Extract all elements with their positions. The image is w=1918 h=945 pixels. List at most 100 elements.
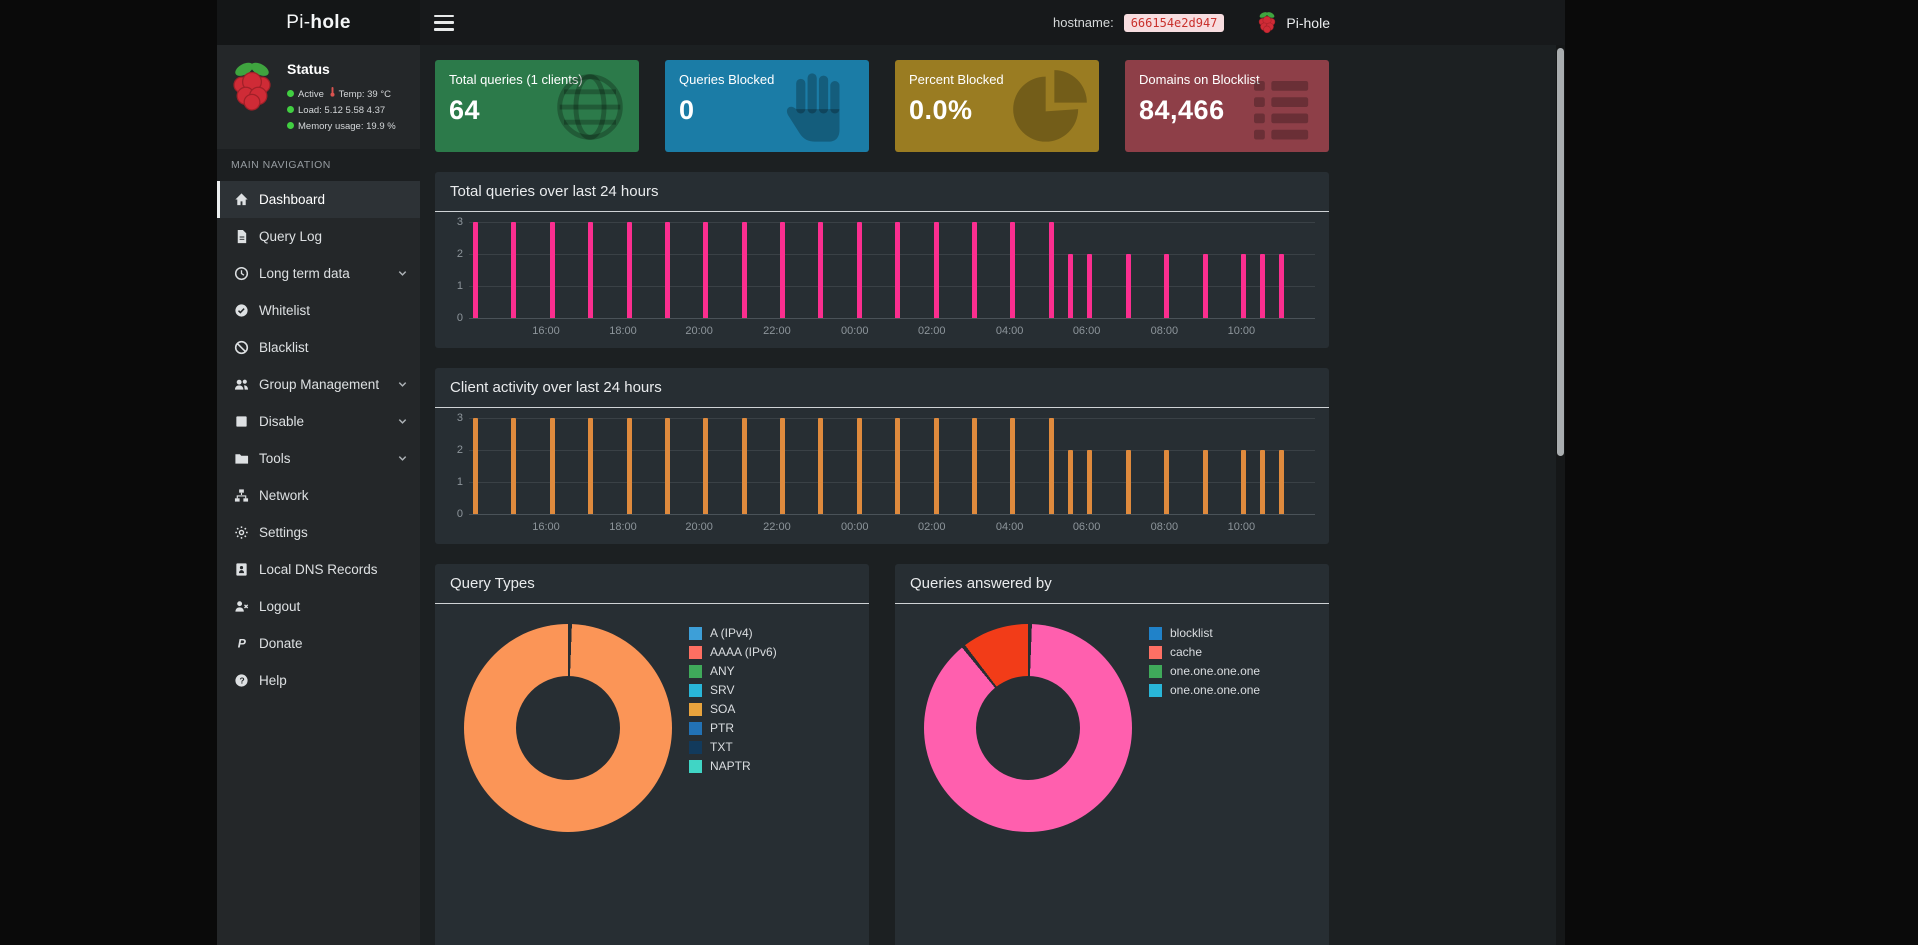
y-tick-label: 0 bbox=[456, 312, 463, 324]
legend-item[interactable]: NAPTR bbox=[689, 759, 857, 773]
paypal-icon: P bbox=[234, 636, 249, 651]
x-tick-label: 22:00 bbox=[763, 325, 791, 337]
sidebar-item-whitelist[interactable]: Whitelist bbox=[217, 292, 420, 329]
status-ok-icon bbox=[287, 105, 294, 113]
legend-item[interactable]: one.one.one.one bbox=[1149, 683, 1317, 697]
card-percent-blocked[interactable]: Percent Blocked 0.0% bbox=[895, 60, 1099, 152]
hostname-label: hostname: bbox=[1053, 15, 1114, 30]
bar bbox=[550, 222, 556, 318]
legend-label: NAPTR bbox=[710, 759, 751, 773]
chevron-down-icon bbox=[398, 456, 407, 462]
sidebar-toggle-icon[interactable] bbox=[434, 14, 454, 31]
sidebar-item-query-log[interactable]: Query Log bbox=[217, 218, 420, 255]
bar bbox=[1241, 450, 1247, 514]
bar bbox=[934, 222, 940, 318]
bar bbox=[1049, 418, 1055, 514]
legend-swatch bbox=[689, 664, 702, 678]
total-queries-chart: 0 1 2 3 16:00 18:00 20:00 22:00 00:00 02:00 04:00… bbox=[443, 216, 1315, 340]
bar bbox=[1164, 254, 1170, 318]
card-domains-blocklist[interactable]: Domains on Blocklist 84,466 bbox=[1125, 60, 1329, 152]
bar bbox=[1279, 450, 1285, 514]
gridline bbox=[469, 222, 1315, 223]
list-icon bbox=[1241, 68, 1319, 146]
query-types-donut-wrap bbox=[447, 618, 689, 832]
legend-item[interactable]: cache bbox=[1149, 645, 1317, 659]
sidebar-item-help[interactable]: ? Help bbox=[217, 662, 420, 699]
legend-swatch bbox=[689, 626, 702, 640]
bar bbox=[972, 418, 978, 514]
legend-item[interactable]: blocklist bbox=[1149, 626, 1317, 640]
panel-title: Query Types bbox=[435, 564, 869, 604]
top-right-group: hostname: 666154e2d947 bbox=[1053, 0, 1330, 45]
sidebar-item-tools[interactable]: Tools bbox=[217, 440, 420, 477]
x-axis: 16:00 18:00 20:00 22:00 00:00 02:00 04:00 06:00… bbox=[469, 318, 1315, 340]
bar bbox=[1067, 450, 1073, 514]
bar bbox=[895, 222, 901, 318]
gridline bbox=[469, 318, 1315, 319]
sidebar-item-settings[interactable]: Settings bbox=[217, 514, 420, 551]
panel-query-types: Query Types A (IPv4) AAAA (IPv6) ANY SRV SOA… bbox=[435, 564, 869, 945]
sidebar-item-donate[interactable]: P Donate bbox=[217, 625, 420, 662]
raspberry-icon bbox=[1256, 10, 1278, 35]
sidebar-item-blacklist[interactable]: Blacklist bbox=[217, 329, 420, 366]
top-nav: hostname: 666154e2d947 bbox=[420, 0, 1565, 45]
legend-swatch bbox=[689, 740, 702, 754]
bar bbox=[1087, 450, 1093, 514]
card-queries-blocked[interactable]: Queries Blocked 0 bbox=[665, 60, 869, 152]
hostname-badge: 666154e2d947 bbox=[1123, 13, 1225, 32]
legend-label: ANY bbox=[710, 664, 735, 678]
browser-viewport: Pi-hole hostname: 666154e2d947 bbox=[217, 0, 1565, 945]
bar bbox=[627, 222, 633, 318]
x-tick-label: 16:00 bbox=[532, 521, 560, 533]
bar bbox=[665, 418, 671, 514]
legend-item[interactable]: TXT bbox=[689, 740, 857, 754]
chart-plot[interactable] bbox=[469, 222, 1315, 319]
bar bbox=[1203, 254, 1209, 318]
bar bbox=[550, 418, 556, 514]
legend-item[interactable]: AAAA (IPv6) bbox=[689, 645, 857, 659]
sidebar-item-disable[interactable]: Disable bbox=[217, 403, 420, 440]
x-tick-label: 04:00 bbox=[995, 521, 1024, 533]
query-types-donut[interactable] bbox=[464, 624, 672, 832]
scrollbar-thumb[interactable] bbox=[1557, 48, 1564, 456]
bar bbox=[627, 418, 633, 514]
legend-item[interactable]: SOA bbox=[689, 702, 857, 716]
y-tick-label: 2 bbox=[456, 248, 463, 260]
sidebar: Status Active Temp: 39 °C Load: 5.12 5.5… bbox=[217, 45, 420, 945]
bar bbox=[1279, 254, 1285, 318]
legend-swatch bbox=[1149, 645, 1162, 659]
y-tick-label: 1 bbox=[456, 476, 463, 488]
logo-prefix: Pi- bbox=[286, 11, 311, 33]
x-tick-label: 06:00 bbox=[1072, 325, 1101, 337]
legend-item[interactable]: PTR bbox=[689, 721, 857, 735]
scrollbar-track[interactable] bbox=[1556, 45, 1565, 945]
app-logo[interactable]: Pi-hole bbox=[217, 0, 420, 45]
x-axis: 16:00 18:00 20:00 22:00 00:00 02:00 04:00 06:00… bbox=[469, 514, 1315, 536]
chart-plot[interactable] bbox=[469, 418, 1315, 515]
x-tick-label: 08:00 bbox=[1150, 521, 1179, 533]
sidebar-item-local-dns-records[interactable]: Local DNS Records bbox=[217, 551, 420, 588]
bar bbox=[857, 418, 863, 514]
legend-item[interactable]: ANY bbox=[689, 664, 857, 678]
sidebar-item-group-management[interactable]: Group Management bbox=[217, 366, 420, 403]
sidebar-item-network[interactable]: Network bbox=[217, 477, 420, 514]
x-tick-label: 18:00 bbox=[609, 521, 637, 533]
legend-item[interactable]: one.one.one.one bbox=[1149, 664, 1317, 678]
legend-item[interactable]: A (IPv4) bbox=[689, 626, 857, 640]
y-tick-label: 0 bbox=[456, 508, 463, 520]
answered-by-donut[interactable] bbox=[924, 624, 1132, 832]
legend-label: cache bbox=[1170, 645, 1203, 659]
sidebar-item-dashboard[interactable]: Dashboard bbox=[217, 181, 420, 219]
sidebar-item-logout[interactable]: Logout bbox=[217, 588, 420, 625]
ban-icon bbox=[234, 340, 249, 355]
home-icon bbox=[234, 192, 249, 207]
status-ok-icon bbox=[287, 122, 294, 130]
x-tick-label: 20:00 bbox=[685, 521, 713, 533]
bar bbox=[1241, 254, 1247, 318]
status-line-load: Load: 5.12 5.58 4.37 bbox=[287, 103, 396, 119]
chevron-down-icon bbox=[398, 419, 407, 425]
sidebar-item-long-term-data[interactable]: Long term data bbox=[217, 255, 420, 292]
legend-item[interactable]: SRV bbox=[689, 683, 857, 697]
legend-swatch bbox=[689, 645, 702, 659]
card-total-queries[interactable]: Total queries (1 clients) 64 bbox=[435, 60, 639, 152]
